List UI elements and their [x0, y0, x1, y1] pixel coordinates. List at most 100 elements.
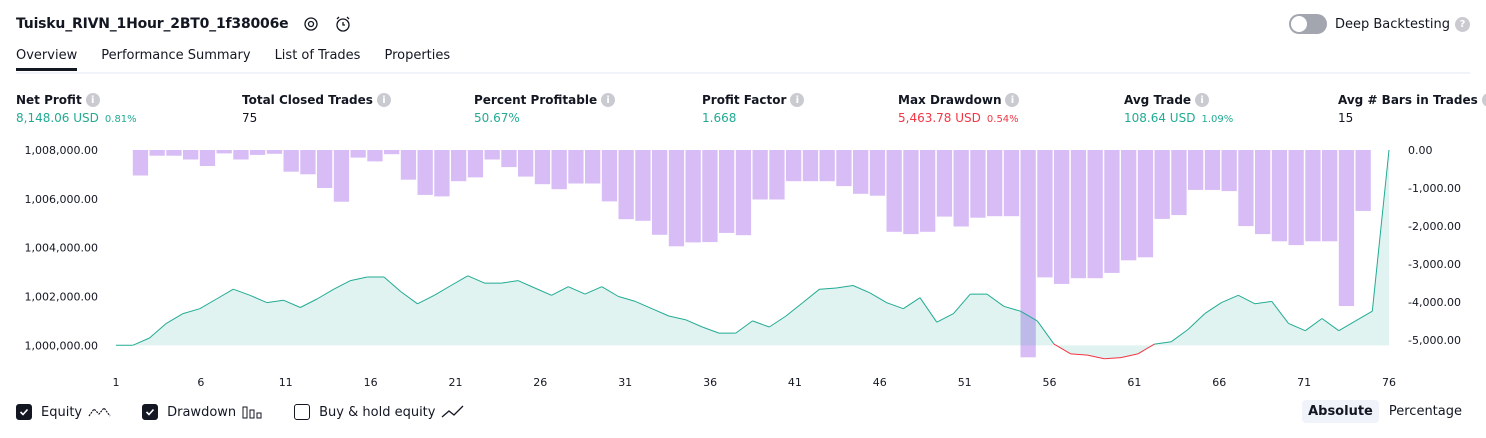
metric-percent: 0.54%: [986, 114, 1019, 125]
drawdown-bar: [384, 150, 400, 155]
drawdown-bar: [752, 150, 768, 200]
drawdown-bar: [1121, 150, 1137, 261]
x-axis-tick-label: 16: [364, 376, 378, 389]
equity-line-segment: [668, 315, 686, 321]
drawdown-bar: [199, 150, 216, 166]
metric-value: 5,463.78 USD: [898, 111, 981, 125]
drawdown-bar: [266, 150, 283, 154]
info-icon[interactable]: i: [376, 93, 391, 107]
drawdown-bar: [601, 150, 618, 202]
equity-line-segment: [769, 315, 787, 328]
equity-line-segment: [383, 276, 402, 292]
equity-line-segment: [333, 280, 351, 290]
info-icon[interactable]: i: [790, 93, 805, 107]
mode-percentage-button[interactable]: Percentage: [1388, 404, 1462, 419]
equity-line-segment: [735, 320, 753, 334]
legend-buyhold[interactable]: Buy & hold equity: [294, 404, 465, 420]
equity-line-segment: [1204, 302, 1222, 315]
equity-line-segment: [568, 286, 586, 295]
add-alert-icon[interactable]: [334, 15, 352, 33]
drawdown-bar: [149, 150, 165, 156]
equity-line-segment: [986, 293, 1005, 307]
x-axis-tick-label: 56: [1043, 376, 1057, 389]
info-icon[interactable]: i: [85, 93, 100, 107]
drawdown-bar: [233, 150, 249, 160]
info-icon[interactable]: i: [1195, 93, 1210, 107]
equity-line-segment: [233, 288, 251, 296]
metric-percent: 1.09%: [1201, 114, 1234, 125]
settings-gear-icon[interactable]: [302, 15, 320, 33]
info-icon[interactable]: i: [1005, 93, 1020, 107]
equity-checkbox[interactable]: [16, 404, 32, 420]
drawdown-bar: [836, 150, 852, 187]
drawdown-bar: [652, 150, 668, 235]
legend-buyhold-label: Buy & hold equity: [319, 404, 436, 420]
metric-value: 8,148.06 USD: [16, 111, 99, 125]
drawdown-bar: [283, 150, 299, 172]
equity-line-segment: [819, 287, 837, 290]
info-icon[interactable]: i: [601, 93, 616, 107]
deep-backtesting-toggle[interactable]: [1288, 14, 1327, 34]
value-mode-switch: Absolute Percentage: [1298, 400, 1468, 423]
equity-drawdown-chart[interactable]: 1,008,000.00 1,006,000.00 1,004,000.00 1,00…: [0, 140, 1486, 395]
x-axis-tick-label: 51: [958, 376, 972, 389]
drawdown-bar: [1070, 150, 1087, 279]
drawdown-bar: [333, 150, 350, 202]
drawdown-bar: [819, 150, 835, 182]
equity-line-segment: [1171, 329, 1189, 343]
drawdown-bar: [467, 150, 484, 178]
legend-drawdown[interactable]: Drawdown: [142, 404, 264, 420]
equity-line-segment: [1053, 343, 1072, 355]
x-axis-tick-label: 1: [113, 376, 120, 389]
tab-performance-summary[interactable]: Performance Summary: [101, 48, 251, 63]
info-icon[interactable]: i: [1481, 93, 1486, 107]
equity-line-segment: [517, 280, 536, 289]
equity-line-segment: [1221, 294, 1239, 304]
equity-line-segment: [1371, 149, 1390, 312]
drawdown-bar: [1137, 150, 1154, 258]
drawdown-bar: [1020, 150, 1036, 358]
equity-line-segment: [1003, 305, 1021, 312]
equity-line-segment: [182, 308, 200, 315]
buyhold-checkbox[interactable]: [294, 404, 311, 420]
drawdown-bar: [903, 150, 919, 235]
drawdown-bar: [317, 150, 333, 188]
tab-properties[interactable]: Properties: [384, 48, 451, 63]
help-icon[interactable]: ?: [1455, 16, 1470, 32]
legend-drawdown-label: Drawdown: [167, 404, 237, 420]
equity-line-segment: [1154, 341, 1172, 345]
drawdown-bar: [1288, 150, 1304, 246]
tab-overview[interactable]: Overview: [16, 48, 78, 71]
drawdown-bar: [300, 150, 316, 175]
metric-net-profit: Net Profit i 8,148.06 USD 0.81%: [16, 93, 137, 125]
metric-value: 75: [242, 111, 258, 125]
left-axis-tick-label: 1,006,000.00: [25, 193, 98, 206]
drawdown-bar: [367, 150, 383, 162]
metric-value: 15: [1338, 111, 1354, 125]
metric-percent-profitable: Percent Profitable i 50.67%: [474, 93, 616, 125]
equity-area: [116, 150, 1389, 359]
equity-line-segment: [752, 320, 770, 328]
equity-line-segment: [953, 293, 971, 314]
equity-line-segment: [1036, 320, 1055, 345]
drawdown-bar: [534, 150, 551, 185]
strategy-header: Tuisku_RIVN_1Hour_2BT0_1f38006e: [16, 12, 352, 36]
x-axis-tick-label: 11: [279, 376, 293, 389]
right-axis-tick-label: -1,000.00: [1408, 182, 1461, 195]
legend-equity[interactable]: Equity: [16, 404, 112, 420]
drawdown-bar: [1255, 150, 1271, 235]
drawdown-bar: [1003, 150, 1020, 217]
drawdown-checkbox[interactable]: [142, 404, 159, 420]
x-axis-tick-label: 66: [1212, 376, 1226, 389]
drawdown-bar: [953, 150, 969, 227]
left-axis-tick-label: 1,002,000.00: [25, 291, 98, 304]
equity-line-segment: [166, 313, 184, 324]
drawdown-bar: [1238, 150, 1254, 227]
left-axis-tick-label: 1,000,000.00: [25, 339, 98, 352]
mode-absolute-button[interactable]: Absolute: [1302, 400, 1379, 423]
tab-list-of-trades[interactable]: List of Trades: [274, 48, 361, 63]
x-axis-tick-label: 21: [449, 376, 463, 389]
metric-percent: 0.81%: [104, 114, 137, 125]
drawdown-bar: [668, 150, 685, 247]
